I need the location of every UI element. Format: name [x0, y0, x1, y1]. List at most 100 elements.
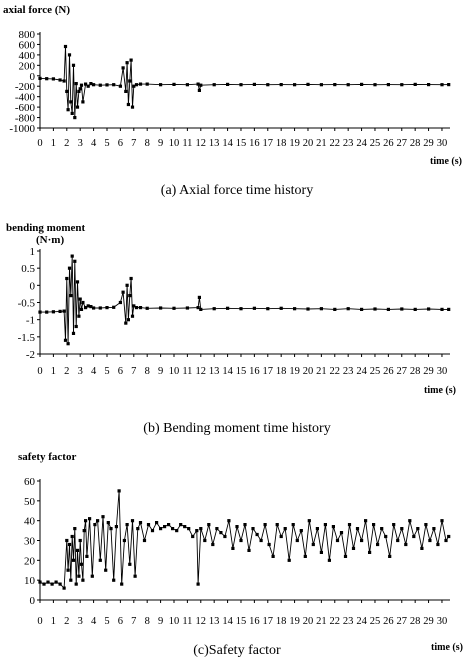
x-tick-label: 18	[276, 138, 287, 149]
y-tick-label: -800	[15, 113, 36, 125]
data-point	[251, 527, 255, 531]
data-point	[197, 88, 201, 92]
data-point	[333, 83, 337, 87]
data-point	[126, 318, 130, 322]
x-tick-label: 10	[169, 138, 180, 149]
data-point	[185, 306, 189, 310]
data-point	[400, 307, 404, 311]
data-point	[400, 527, 404, 531]
x-tick-label: 14	[222, 138, 233, 149]
data-point	[239, 538, 243, 543]
data-point	[130, 314, 135, 318]
data-point	[163, 525, 167, 529]
data-point	[183, 525, 187, 529]
y-tick-label: 20	[24, 555, 36, 567]
data-point	[86, 84, 90, 88]
data-point	[98, 306, 102, 310]
x-tick-label: 12	[196, 138, 207, 149]
data-point	[138, 521, 143, 525]
x-tick-label: 0	[37, 366, 42, 377]
y-tick-label: -2	[26, 349, 35, 361]
data-point	[62, 79, 66, 83]
data-point	[327, 558, 331, 562]
data-point	[62, 309, 66, 313]
data-point	[125, 523, 129, 527]
data-point	[197, 295, 201, 299]
data-point	[295, 538, 299, 543]
y-tick-label: -1	[26, 315, 35, 327]
data-point	[73, 116, 77, 120]
x-tick-label: 28	[410, 138, 421, 149]
y-tick-label: -0.5	[18, 298, 36, 310]
data-point	[223, 534, 227, 539]
x-tick-label: 6	[118, 616, 123, 627]
data-point	[51, 310, 55, 314]
y-tick-label: 10	[24, 575, 36, 587]
y-tick-label: 400	[19, 50, 36, 62]
data-point	[78, 538, 82, 543]
y-tick-label: 60	[24, 476, 36, 488]
data-point	[74, 82, 78, 86]
data-point	[92, 306, 96, 310]
data-point	[38, 310, 42, 314]
data-point	[319, 550, 323, 554]
data-point	[70, 534, 74, 539]
x-tick-label: 12	[196, 616, 207, 627]
x-tick-label: 0	[37, 616, 42, 627]
series-line	[39, 46, 449, 118]
data-point	[267, 542, 271, 547]
data-point	[447, 83, 451, 87]
data-point	[427, 307, 431, 311]
chart-title: axial force (N)	[3, 4, 70, 16]
data-point	[323, 523, 327, 527]
x-tick-label: 13	[209, 138, 220, 149]
data-point	[138, 82, 143, 86]
x-tick-label: 3	[78, 616, 83, 627]
data-point	[65, 538, 69, 543]
data-point	[199, 83, 203, 87]
x-tick-label: 10	[169, 616, 180, 627]
data-point	[133, 574, 137, 578]
x-tick-label: 5	[104, 138, 109, 149]
data-point	[58, 309, 62, 313]
data-point	[428, 538, 432, 543]
data-point	[145, 306, 149, 310]
data-point	[121, 66, 125, 70]
y-tick-label: 800	[19, 29, 36, 41]
data-point	[346, 307, 350, 311]
data-point	[239, 83, 243, 87]
data-point	[396, 538, 400, 543]
x-tick-label: 22	[330, 366, 341, 377]
data-point	[307, 519, 311, 523]
data-point	[142, 538, 147, 543]
x-tick-label: 9	[158, 138, 163, 149]
data-point	[175, 529, 179, 533]
x-tick-label: 26	[383, 366, 394, 377]
data-point	[167, 523, 171, 527]
x-tick-label: 29	[423, 138, 434, 149]
x-tick-label: 22	[330, 616, 341, 627]
data-point	[351, 546, 356, 550]
data-point	[46, 580, 50, 584]
x-tick-label: 15	[236, 366, 247, 377]
x-tick-label: 22	[330, 138, 341, 149]
data-point	[252, 306, 256, 310]
x-tick-label: 14	[222, 616, 233, 627]
data-point	[315, 527, 319, 531]
data-point	[109, 527, 113, 531]
data-point	[408, 519, 412, 523]
data-point	[79, 83, 84, 87]
data-point	[77, 314, 81, 318]
x-tick-label: 21	[316, 366, 327, 377]
data-point	[239, 307, 243, 311]
x-tick-label: 12	[196, 366, 207, 377]
x-tick-label: 3	[78, 138, 83, 149]
data-point	[416, 527, 420, 531]
data-point	[172, 82, 176, 86]
data-point	[132, 84, 136, 88]
data-point	[125, 61, 129, 65]
data-point	[283, 527, 287, 531]
data-point	[413, 307, 417, 311]
data-point	[85, 554, 89, 558]
data-point	[45, 77, 49, 81]
